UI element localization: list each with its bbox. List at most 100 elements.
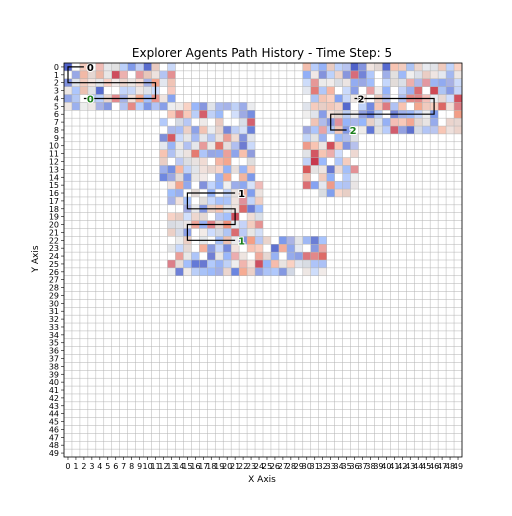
heat-cell bbox=[326, 102, 335, 111]
heat-cell bbox=[255, 228, 263, 237]
heat-cell bbox=[231, 196, 240, 205]
heat-cell bbox=[231, 252, 240, 260]
heat-cell bbox=[247, 157, 256, 166]
heat-cell bbox=[191, 212, 200, 221]
y-tick-label: 21 bbox=[49, 228, 59, 237]
y-tick-label: 22 bbox=[49, 236, 59, 245]
heat-cell bbox=[294, 252, 303, 260]
heat-cell bbox=[167, 78, 176, 87]
heat-cell bbox=[64, 94, 72, 103]
heat-cell bbox=[207, 228, 216, 237]
heat-cell bbox=[167, 133, 176, 142]
heat-cell bbox=[382, 126, 391, 134]
y-tick-label: 32 bbox=[49, 315, 59, 324]
heat-cell bbox=[167, 165, 176, 174]
heat-cell bbox=[247, 220, 256, 229]
heat-cell bbox=[302, 110, 311, 119]
heat-cell bbox=[199, 212, 208, 221]
heat-cell bbox=[310, 149, 319, 158]
heat-cell bbox=[390, 102, 399, 111]
heat-cell bbox=[143, 63, 152, 71]
heat-cell bbox=[350, 165, 359, 174]
heat-cell bbox=[255, 252, 263, 260]
heat-cell bbox=[183, 252, 192, 260]
heat-cell bbox=[310, 244, 319, 253]
heat-cell bbox=[215, 165, 224, 174]
x-tick-label: 33 bbox=[326, 462, 336, 471]
heat-cell bbox=[366, 118, 375, 127]
heat-cell bbox=[207, 244, 216, 253]
heat-cell bbox=[446, 78, 455, 87]
heat-cell bbox=[207, 252, 216, 260]
heat-cell bbox=[239, 165, 248, 174]
y-tick-label: 2 bbox=[54, 79, 59, 88]
heat-cell bbox=[255, 212, 263, 221]
heat-cell bbox=[390, 70, 399, 79]
heat-cell bbox=[95, 86, 104, 95]
heat-cell bbox=[302, 157, 311, 166]
heat-cell bbox=[422, 63, 431, 71]
heat-cell bbox=[247, 204, 256, 213]
heat-cell bbox=[454, 118, 462, 127]
heat-cell bbox=[438, 70, 447, 79]
heat-cell bbox=[342, 141, 351, 150]
x-tick-label: 2 bbox=[81, 462, 86, 471]
x-tick-label: 10 bbox=[142, 462, 152, 471]
heat-cell bbox=[414, 70, 423, 79]
heat-cell bbox=[438, 126, 447, 134]
x-tick-label: 6 bbox=[113, 462, 118, 471]
heat-cell bbox=[135, 86, 144, 95]
y-tick-label: 24 bbox=[49, 252, 59, 261]
heat-cell bbox=[231, 110, 240, 119]
heat-cell bbox=[167, 110, 176, 119]
heat-cell bbox=[175, 267, 184, 276]
y-tick-label: 15 bbox=[49, 181, 59, 190]
y-tick-label: 7 bbox=[54, 118, 59, 127]
agent-path-line bbox=[330, 97, 435, 131]
path-layer: 0 0 1 1 2 2 bbox=[67, 62, 435, 248]
x-tick-label: 3 bbox=[89, 462, 94, 471]
heat-cell bbox=[239, 141, 248, 150]
heat-cell bbox=[318, 157, 327, 166]
x-tick-label: 4 bbox=[97, 462, 102, 471]
agent-current-label: 1 bbox=[238, 189, 245, 200]
heat-cell bbox=[255, 204, 263, 213]
heat-cell bbox=[318, 173, 327, 182]
heat-cell bbox=[159, 70, 168, 79]
heat-cell bbox=[183, 165, 192, 174]
heat-cell bbox=[119, 70, 128, 79]
heat-cell bbox=[454, 63, 462, 71]
heat-cell bbox=[302, 149, 311, 158]
heat-cell bbox=[239, 204, 248, 213]
heat-cell bbox=[215, 149, 224, 158]
heat-cell bbox=[422, 78, 431, 87]
y-tick-label: 20 bbox=[49, 221, 59, 230]
heat-cell bbox=[326, 181, 335, 190]
heat-cell bbox=[175, 126, 184, 134]
heat-cell bbox=[191, 252, 200, 260]
y-tick-label: 34 bbox=[49, 331, 59, 340]
heat-cell bbox=[263, 260, 271, 268]
y-tick-label: 28 bbox=[49, 284, 59, 293]
heat-cell bbox=[334, 165, 343, 174]
heat-cell bbox=[430, 70, 439, 79]
heat-cell bbox=[310, 70, 319, 79]
heat-cell bbox=[239, 149, 248, 158]
heat-cell bbox=[342, 189, 351, 197]
heat-cell bbox=[191, 149, 200, 158]
heat-cell bbox=[71, 94, 80, 103]
heat-cell bbox=[414, 118, 423, 127]
heat-cell bbox=[239, 267, 248, 276]
heat-cell bbox=[215, 196, 224, 205]
heat-cell bbox=[334, 70, 343, 79]
heat-cell bbox=[71, 70, 80, 79]
heat-cell bbox=[302, 141, 311, 150]
heat-cell bbox=[302, 267, 311, 276]
heat-cell bbox=[454, 70, 462, 79]
heat-cell bbox=[255, 244, 263, 253]
heat-cell bbox=[398, 86, 407, 95]
heat-cell bbox=[239, 252, 248, 260]
heat-cell bbox=[302, 126, 311, 134]
y-tick-label: 47 bbox=[49, 433, 59, 442]
